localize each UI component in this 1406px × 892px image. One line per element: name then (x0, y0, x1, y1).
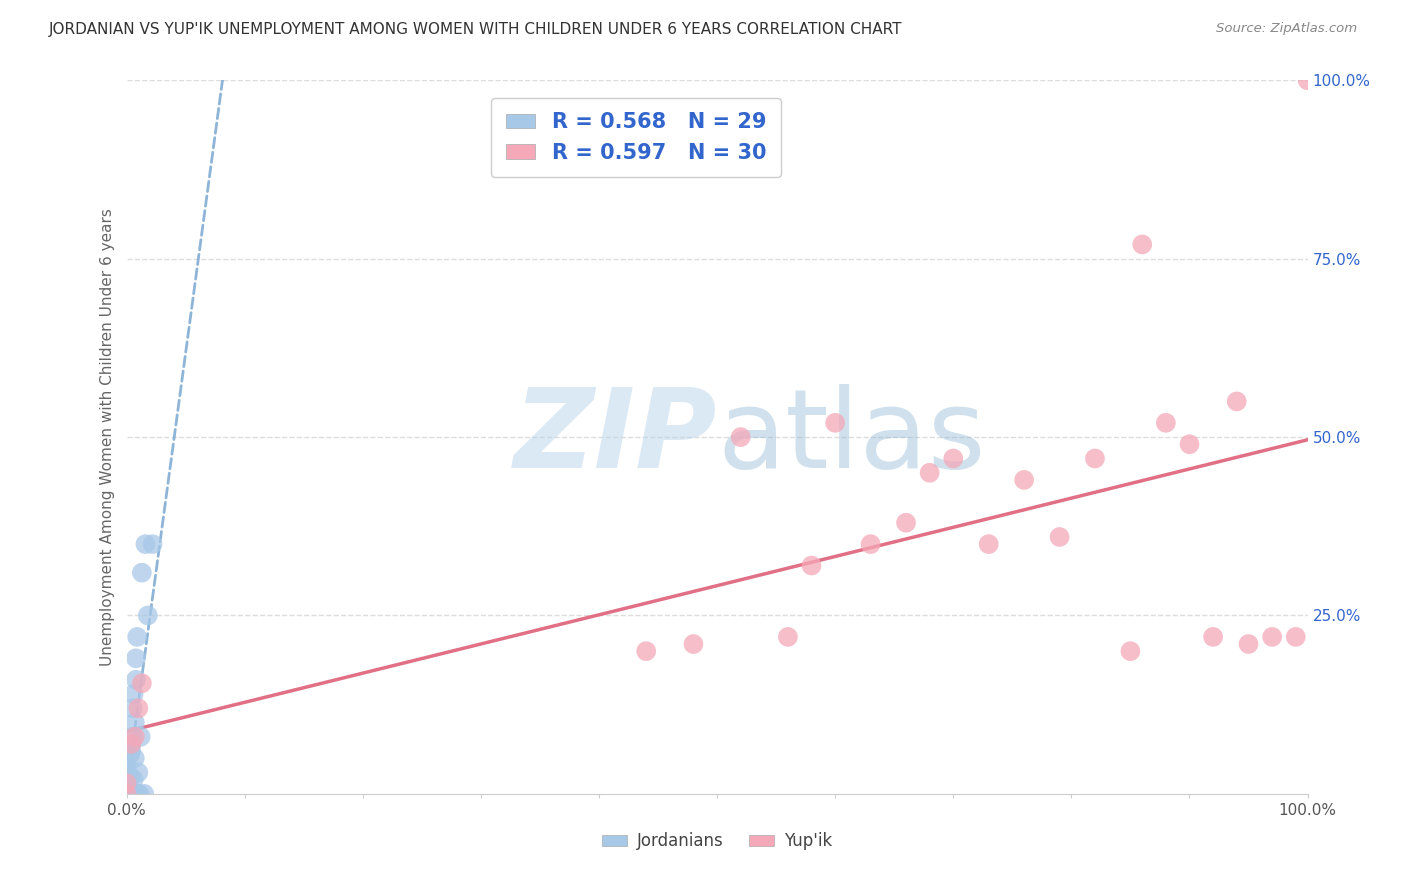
Point (115, 780, 138, 794)
Point (859, 537, 882, 551)
Point (125, 651, 148, 665)
Point (120, 747, 142, 762)
Point (127, 630, 149, 644)
Point (1202, 630, 1225, 644)
Point (127, 787, 149, 801)
Point (1237, 637, 1260, 651)
Point (122, 772, 145, 787)
Point (129, 730, 152, 744)
Point (1154, 416, 1177, 430)
Point (730, 430, 752, 444)
Point (141, 537, 163, 551)
Point (115, 772, 138, 787)
Point (918, 466, 941, 480)
Point (1226, 394, 1249, 409)
Point (1178, 437, 1201, 451)
Point (120, 737, 142, 751)
Point (128, 787, 150, 801)
Point (115, 787, 138, 801)
Point (120, 769, 142, 783)
Point (800, 558, 823, 573)
Point (1261, 630, 1284, 644)
Point (121, 730, 143, 744)
Point (115, 787, 138, 801)
Point (115, 758, 138, 772)
Point (894, 516, 917, 530)
Point (1084, 451, 1107, 466)
Point (1049, 530, 1071, 544)
Point (121, 701, 143, 715)
Point (1296, 73, 1319, 87)
Text: Source: ZipAtlas.com: Source: ZipAtlas.com (1216, 22, 1357, 36)
Point (134, 787, 156, 801)
Point (115, 776, 138, 790)
Point (124, 715, 146, 730)
Text: ZIP: ZIP (513, 384, 717, 491)
Legend: Jordanians, Yup'ik: Jordanians, Yup'ik (595, 826, 839, 857)
Point (136, 608, 159, 623)
Point (134, 537, 156, 551)
Point (1119, 644, 1142, 658)
Point (636, 644, 658, 658)
Point (122, 687, 145, 701)
Y-axis label: Unemployment Among Women with Children Under 6 years: Unemployment Among Women with Children U… (100, 208, 115, 666)
Point (127, 787, 149, 801)
Point (127, 765, 149, 780)
Point (1130, 237, 1153, 252)
Point (131, 566, 153, 580)
Point (124, 730, 146, 744)
Point (115, 765, 138, 780)
Point (776, 630, 799, 644)
Point (125, 673, 148, 687)
Point (682, 637, 704, 651)
Point (118, 776, 141, 790)
Point (942, 451, 965, 466)
Text: JORDANIAN VS YUP'IK UNEMPLOYMENT AMONG WOMEN WITH CHILDREN UNDER 6 YEARS CORRELA: JORDANIAN VS YUP'IK UNEMPLOYMENT AMONG W… (49, 22, 903, 37)
Point (824, 416, 846, 430)
Point (1012, 473, 1035, 487)
Point (1285, 630, 1308, 644)
Point (120, 737, 142, 751)
Point (124, 751, 146, 765)
Point (120, 744, 142, 758)
Text: atlas: atlas (717, 384, 986, 491)
Point (131, 676, 153, 690)
Point (977, 537, 1000, 551)
Point (127, 701, 149, 715)
